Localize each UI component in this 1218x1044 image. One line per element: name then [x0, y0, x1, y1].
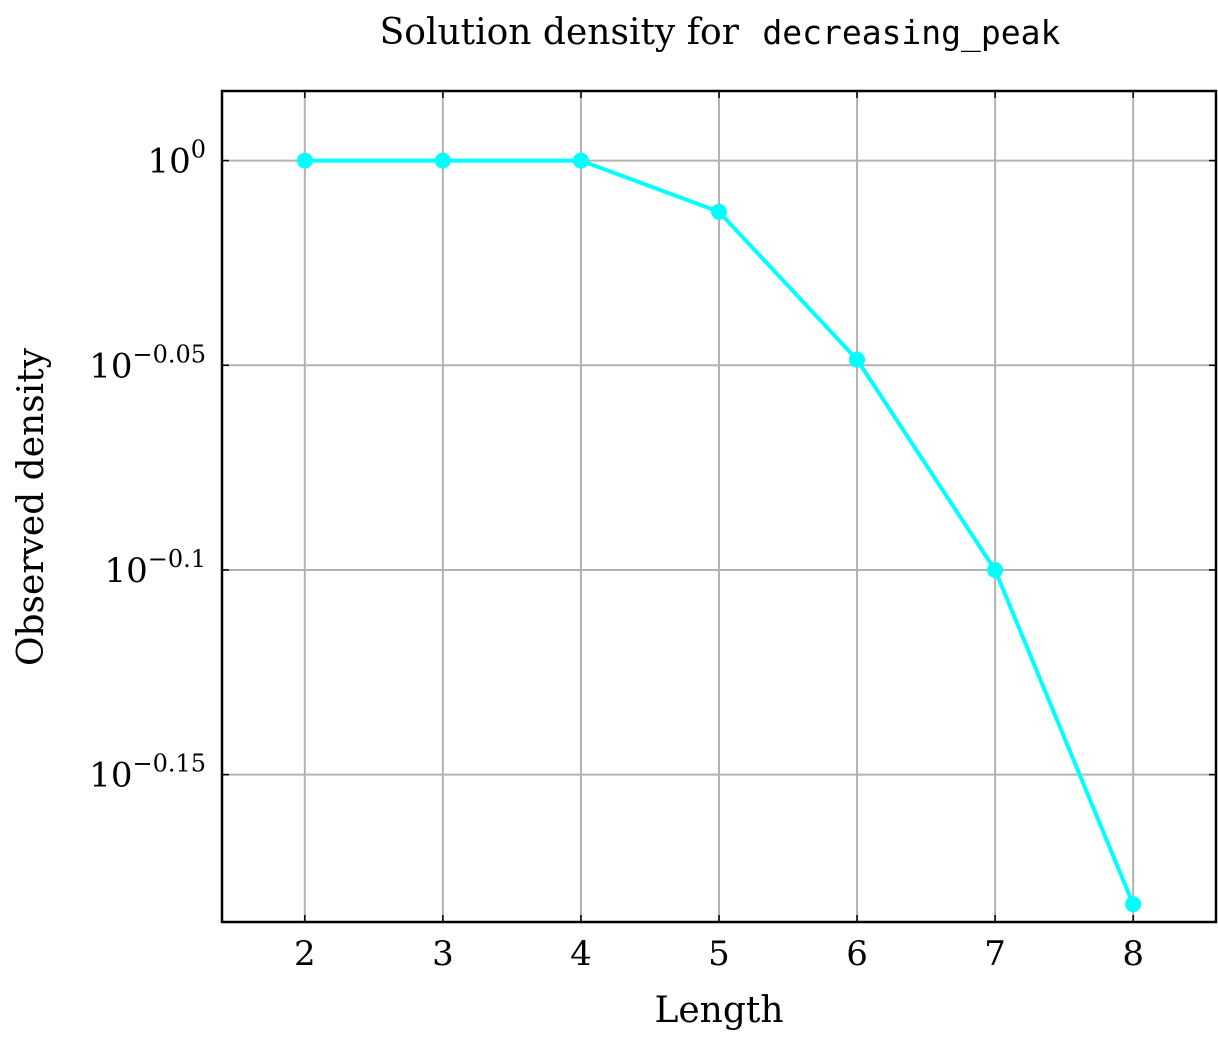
data-point [572, 152, 589, 169]
y-axis-label: Observed density [11, 347, 52, 666]
grid [222, 91, 1216, 922]
data-point [1125, 896, 1142, 913]
x-tick-label: 6 [846, 934, 868, 974]
y-tick-label: 10−0.1 [104, 545, 206, 591]
x-tick-label: 7 [984, 934, 1006, 974]
y-tick-exponent: −0.15 [132, 750, 206, 778]
x-tick-label: 8 [1122, 934, 1144, 974]
data-point [849, 351, 866, 368]
data-point [711, 203, 727, 220]
chart-title: Solution density for decreasing_peak [380, 12, 1061, 53]
x-tick-label: 3 [432, 934, 454, 974]
x-tick-label: 2 [294, 934, 316, 974]
series-layer [296, 152, 1142, 913]
y-tick-label: 10−0.15 [89, 750, 206, 796]
y-tick-label: 100 [147, 136, 206, 182]
x-tick-label: 4 [570, 934, 592, 974]
y-tick-exponent: 0 [191, 136, 206, 164]
x-axis-label: Length [654, 990, 783, 1031]
y-tick-exponent: −0.1 [148, 545, 206, 573]
chart-title-text: Solution density for [380, 12, 740, 53]
x-tick-label: 5 [708, 934, 730, 974]
data-point [434, 152, 451, 169]
y-tick-exponent: −0.05 [132, 340, 206, 368]
y-tick-base: 10 [89, 346, 132, 386]
chart-title-code: decreasing_peak [762, 13, 1060, 53]
y-tick-label: 10−0.05 [89, 340, 206, 386]
y-tick-base: 10 [104, 551, 147, 591]
y-tick-base: 10 [147, 142, 190, 182]
y-tick-base: 10 [89, 756, 132, 796]
data-point [296, 152, 313, 169]
data-point [987, 562, 1004, 579]
